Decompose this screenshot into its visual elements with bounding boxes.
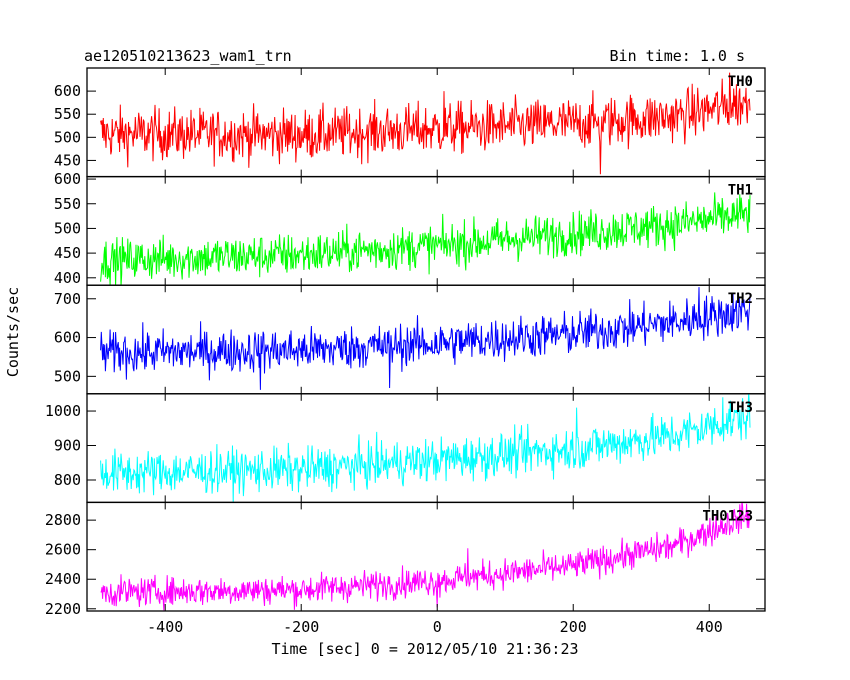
y-tick-label: 2800	[45, 511, 81, 529]
x-tick-label: 400	[696, 618, 723, 636]
series-label-th1: TH1	[728, 183, 753, 199]
y-tick-label: 500	[54, 367, 81, 385]
y-tick-label: 400	[54, 269, 81, 287]
panels-group: 450 500 550 600 TH0 400 450 500 550 600 TH1 500 600 7…	[45, 67, 766, 636]
x-tick-label: 0	[433, 618, 442, 636]
panel-th0: 450 500 550 600 TH0	[54, 67, 766, 178]
panel-th0123: 2200 2400 2600 2800 TH0123	[45, 501, 766, 618]
series-line-th2	[100, 287, 751, 390]
y-tick-label: 550	[54, 105, 81, 123]
y-tick-label: 800	[54, 471, 81, 489]
panel-frame	[86, 501, 766, 612]
y-tick-label: 1000	[45, 402, 81, 420]
series-line-th0	[100, 72, 751, 175]
y-tick-label: 600	[54, 82, 81, 100]
y-tick-label: 500	[54, 128, 81, 146]
y-tick-label: 500	[54, 219, 81, 237]
y-tick-label: 700	[54, 290, 81, 308]
panel-th2: 500 600 700 TH2	[54, 284, 766, 395]
y-tick-label: 450	[54, 244, 81, 262]
y-tick-label: 600	[54, 170, 81, 188]
series-line-th1	[100, 192, 751, 286]
y-tick-label: 450	[54, 151, 81, 169]
y-axis-label: Counts/sec	[4, 287, 22, 377]
x-tick-label: 200	[560, 618, 587, 636]
series-line-th0123	[100, 502, 751, 611]
bin-time-label: Bin time: 1.0 s	[610, 47, 745, 65]
panel-th3: 800 900 1000 TH3	[45, 393, 766, 504]
y-tick-label: 550	[54, 195, 81, 213]
series-label-th3: TH3	[728, 400, 753, 416]
y-tick-label: 2400	[45, 570, 81, 588]
series-label-th0: TH0	[728, 74, 753, 90]
y-tick-label: 2200	[45, 600, 81, 618]
chart-title: ae120510213623_wam1_trn	[84, 47, 292, 65]
panel-th1: 400 450 500 550 600 TH1	[54, 170, 766, 287]
x-tick-label: -200	[283, 618, 319, 636]
y-tick-label: 900	[54, 437, 81, 455]
series-label-th2: TH2	[728, 291, 753, 307]
series-line-th3	[100, 393, 751, 503]
x-axis-label: Time [sec] 0 = 2012/05/10 21:36:23	[271, 640, 578, 658]
series-label-th0123: TH0123	[702, 508, 753, 524]
x-tick-label: -400	[147, 618, 183, 636]
y-tick-label: 600	[54, 329, 81, 347]
y-tick-label: 2600	[45, 541, 81, 559]
